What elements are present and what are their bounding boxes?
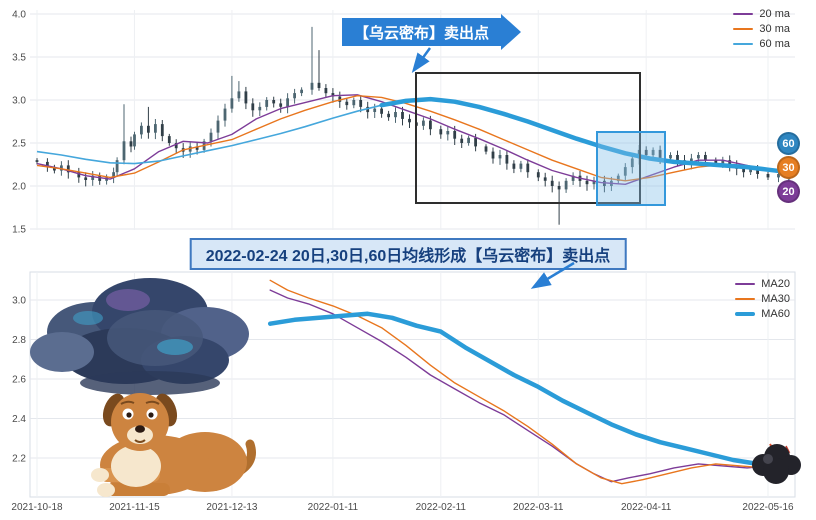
- legend-swatch: [733, 13, 754, 15]
- legend-label: 20 ma: [759, 8, 790, 20]
- ma60-badge: 60: [777, 132, 800, 155]
- sell-point-banner-label: 2022-02-24 20日,30日,60日均线形成【乌云密布】卖出点: [205, 248, 611, 265]
- svg-text:2.2: 2.2: [12, 454, 26, 465]
- bottom-chart-legend: MA20 MA30 MA60: [735, 278, 790, 320]
- legend-item-ma30: MA30: [735, 293, 790, 305]
- svg-text:2021-12-13: 2021-12-13: [206, 502, 258, 513]
- svg-text:2022-03-11: 2022-03-11: [513, 502, 564, 513]
- ma-badges: 60 30 20: [777, 132, 800, 203]
- svg-text:2022-02-11: 2022-02-11: [416, 502, 467, 513]
- svg-text:2.6: 2.6: [12, 375, 26, 386]
- legend-item-ma20: MA20: [735, 278, 790, 290]
- svg-text:2.0: 2.0: [12, 182, 26, 193]
- svg-text:2022-05-16: 2022-05-16: [742, 502, 794, 513]
- svg-text:2.8: 2.8: [12, 335, 26, 346]
- top-chart-legend: 20 ma 30 ma 60 ma: [733, 8, 790, 50]
- svg-text:3.0: 3.0: [12, 296, 26, 307]
- highlight-box-crossover: [596, 131, 666, 206]
- legend-item-60ma: 60 ma: [733, 38, 790, 50]
- legend-swatch: [735, 283, 756, 285]
- ma30-badge: 30: [777, 156, 800, 179]
- legend-item-ma60: MA60: [735, 308, 790, 320]
- annotation-box-downtrend: [415, 72, 641, 204]
- svg-text:2022-04-11: 2022-04-11: [621, 502, 672, 513]
- svg-text:2.4: 2.4: [12, 414, 26, 425]
- legend-item-20ma: 20 ma: [733, 8, 790, 20]
- legend-label: MA20: [761, 278, 790, 290]
- svg-text:1.5: 1.5: [12, 225, 26, 236]
- legend-label: MA60: [761, 308, 790, 320]
- sell-point-banner: 2022-02-24 20日,30日,60日均线形成【乌云密布】卖出点: [189, 238, 627, 270]
- legend-label: 60 ma: [759, 38, 790, 50]
- ma20-badge: 20: [777, 180, 800, 203]
- svg-text:3.0: 3.0: [12, 96, 26, 107]
- legend-swatch: [735, 298, 756, 300]
- svg-text:2021-11-15: 2021-11-15: [109, 502, 160, 513]
- legend-item-30ma: 30 ma: [733, 23, 790, 35]
- sell-point-callout: 【乌云密布】卖出点: [342, 18, 502, 46]
- svg-text:2022-01-11: 2022-01-11: [308, 502, 359, 513]
- legend-label: MA30: [761, 293, 790, 305]
- svg-text:2021-10-18: 2021-10-18: [11, 502, 63, 513]
- legend-label: 30 ma: [759, 23, 790, 35]
- legend-swatch: [733, 28, 754, 30]
- svg-text:3.5: 3.5: [12, 53, 26, 64]
- legend-swatch: [735, 312, 756, 316]
- svg-text:2.5: 2.5: [12, 139, 26, 150]
- svg-text:4.0: 4.0: [12, 10, 26, 21]
- legend-swatch: [733, 43, 754, 45]
- sell-point-callout-label: 【乌云密布】卖出点: [354, 24, 490, 42]
